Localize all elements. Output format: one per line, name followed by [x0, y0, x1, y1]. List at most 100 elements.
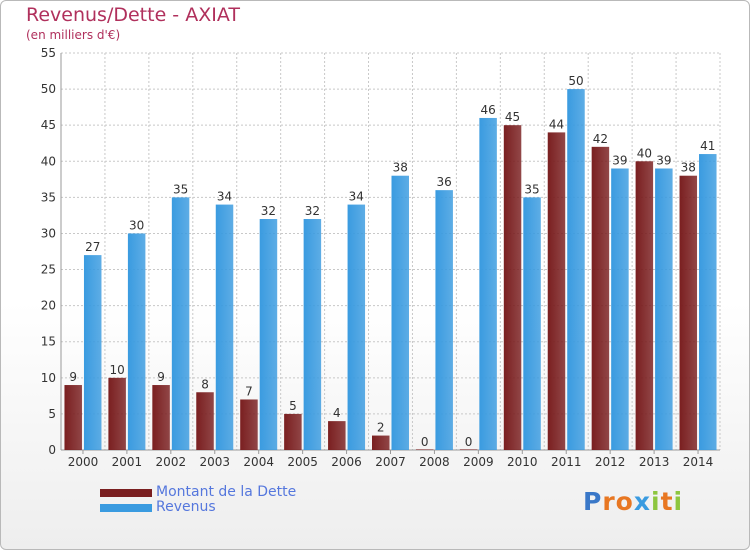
- y-tick-label: 10: [41, 371, 56, 385]
- label-dette-2002: 9: [157, 370, 165, 384]
- label-revenus-2011: 50: [568, 74, 583, 88]
- bar-dette-2013: [635, 161, 654, 451]
- bar-revenus-2005: [303, 219, 322, 450]
- x-tick-label: 2006: [331, 455, 362, 469]
- bar-dette-2005: [284, 413, 302, 450]
- bar-revenus-2003: [215, 204, 234, 450]
- label-dette-2007: 2: [377, 421, 385, 435]
- label-dette-2012: 42: [593, 132, 608, 146]
- label-revenus-2000: 27: [85, 240, 100, 254]
- logo-letter: i: [673, 487, 684, 516]
- logo-letter: i: [651, 487, 661, 516]
- bar-dette-2014: [679, 175, 698, 450]
- x-tick-label: 2009: [463, 455, 494, 469]
- logo-letter: P: [583, 487, 603, 516]
- bar-revenus-2012: [611, 168, 629, 450]
- label-revenus-2013: 39: [656, 153, 671, 167]
- x-tick-label: 2003: [199, 455, 230, 469]
- label-revenus-2003: 34: [217, 190, 232, 204]
- x-tick-label: 2002: [156, 455, 187, 469]
- logo-letter: x: [633, 487, 651, 516]
- label-dette-2011: 44: [549, 117, 564, 131]
- bar-revenus-2002: [171, 197, 190, 450]
- label-dette-2006: 4: [333, 406, 341, 420]
- label-revenus-2002: 35: [173, 182, 188, 196]
- bar-dette-2010: [503, 125, 522, 450]
- bar-dette-2000: [64, 385, 82, 450]
- label-dette-2010: 45: [505, 110, 520, 124]
- label-dette-2014: 38: [681, 161, 696, 175]
- bar-dette-2011: [547, 132, 566, 450]
- bar-revenus-2006: [347, 204, 366, 450]
- label-revenus-2010: 35: [524, 182, 539, 196]
- bar-revenus-2010: [523, 197, 541, 450]
- label-revenus-2009: 46: [480, 103, 495, 117]
- label-dette-2009: 0: [465, 435, 473, 449]
- bar-revenus-2013: [655, 168, 673, 450]
- label-dette-2013: 40: [637, 146, 652, 160]
- x-tick-label: 2011: [551, 455, 582, 469]
- x-tick-label: 2012: [595, 455, 626, 469]
- bar-revenus-2004: [259, 219, 278, 450]
- y-tick-label: 55: [41, 46, 56, 60]
- x-tick-label: 2008: [419, 455, 450, 469]
- y-tick-label: 15: [41, 335, 56, 349]
- label-dette-2001: 10: [110, 363, 125, 377]
- bar-revenus-2014: [699, 154, 717, 450]
- bars: [64, 89, 717, 451]
- label-revenus-2004: 32: [261, 204, 276, 218]
- logo-letter: o: [615, 487, 634, 516]
- logo-letter: r: [602, 487, 616, 516]
- label-dette-2008: 0: [421, 435, 429, 449]
- logo-letter: t: [660, 487, 674, 516]
- chart-subtitle: (en milliers d'€): [26, 28, 121, 42]
- bar-dette-2007: [372, 435, 390, 450]
- label-revenus-2007: 38: [393, 161, 408, 175]
- bar-revenus-2000: [83, 255, 102, 450]
- y-tick-label: 50: [41, 82, 56, 96]
- y-tick-label: 25: [41, 263, 56, 277]
- legend-label-dette: Montant de la Dette: [156, 484, 297, 500]
- bar-dette-2002: [152, 385, 170, 450]
- bar-dette-2004: [240, 399, 258, 450]
- x-tick-label: 2014: [683, 455, 714, 469]
- bar-revenus-2001: [127, 233, 146, 450]
- bar-dette-2006: [328, 421, 346, 450]
- x-tick-label: 2013: [639, 455, 670, 469]
- bar-dette-2009: [459, 449, 478, 450]
- legend-swatch-revenus: [100, 504, 152, 512]
- x-tick-label: 2004: [243, 455, 274, 469]
- label-revenus-2012: 39: [612, 153, 627, 167]
- y-tick-label: 0: [48, 443, 56, 457]
- y-tick-label: 5: [48, 407, 56, 421]
- label-dette-2003: 8: [201, 377, 209, 391]
- x-tick-label: 2010: [507, 455, 538, 469]
- bar-dette-2001: [108, 377, 126, 450]
- legend-label-revenus: Revenus: [156, 499, 216, 515]
- y-tick-label: 45: [41, 118, 56, 132]
- label-dette-2005: 5: [289, 399, 297, 413]
- x-tick-label: 2001: [112, 455, 143, 469]
- label-dette-2004: 7: [245, 384, 253, 398]
- x-tick-label: 2007: [375, 455, 406, 469]
- label-revenus-2006: 34: [349, 190, 364, 204]
- bar-revenus-2008: [435, 190, 453, 451]
- label-revenus-2008: 36: [437, 175, 452, 189]
- grid-lines: [60, 52, 721, 451]
- bar-revenus-2011: [567, 89, 585, 450]
- x-tick-label: 2005: [287, 455, 318, 469]
- label-dette-2000: 9: [69, 370, 77, 384]
- legend-swatch-dette: [100, 489, 152, 497]
- data-labels: 9 27 10 30 9 35 8 34 7 32 5 32 4 34 2 38 0 36 0 46 45 35 44 50 4…: [69, 74, 715, 449]
- y-tick-label: 20: [41, 299, 56, 313]
- y-tick-label: 30: [41, 226, 56, 240]
- bar-revenus-2007: [391, 175, 409, 450]
- chart-title: Revenus/Dette - AXIAT: [26, 4, 240, 26]
- bar-dette-2012: [591, 146, 610, 450]
- bar-dette-2003: [196, 392, 214, 450]
- label-revenus-2005: 32: [305, 204, 320, 218]
- bar-revenus-2009: [479, 117, 497, 451]
- bar-dette-2008: [415, 449, 434, 450]
